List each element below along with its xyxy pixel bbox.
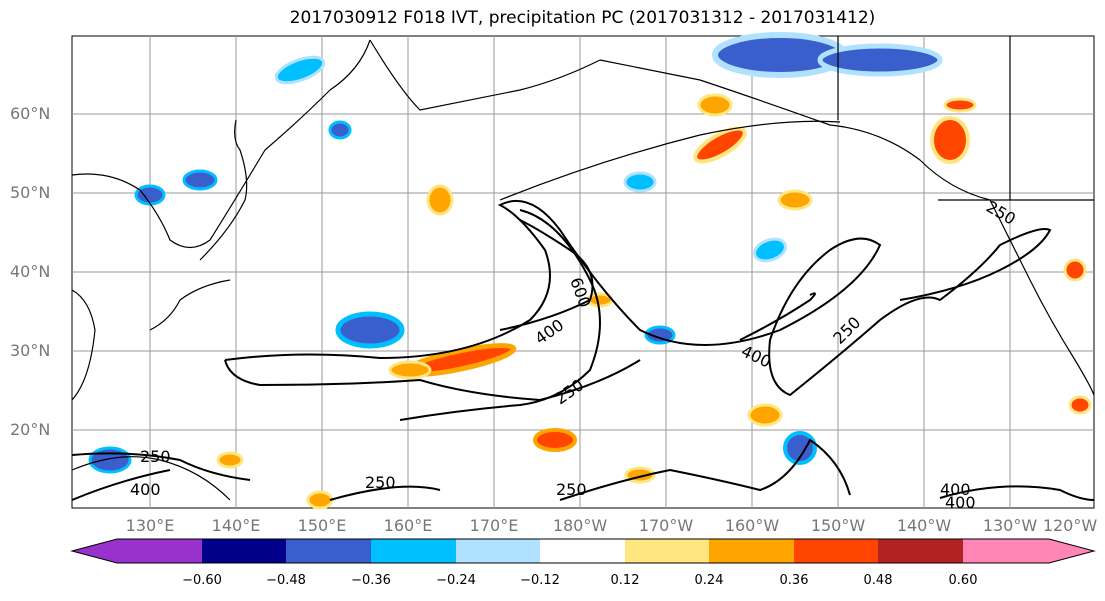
colorbar-tick-label: 0.60	[948, 573, 978, 588]
lat-label: 50°N	[10, 183, 51, 202]
coastlines	[71, 36, 1095, 501]
colorbar-bin	[202, 539, 286, 563]
lat-label: 20°N	[10, 420, 51, 439]
colorbar-bin	[540, 539, 625, 563]
colorbar-tick-label: −0.36	[351, 573, 391, 588]
lon-label: 170°W	[638, 516, 694, 535]
colorbar-tick-label: 0.12	[610, 573, 640, 588]
colorbar-bin	[625, 539, 709, 563]
contour-label: 400	[940, 480, 971, 499]
colorbar-bin	[963, 539, 1094, 563]
lon-label: 150°W	[810, 516, 866, 535]
lat-label: 40°N	[10, 262, 51, 281]
colorbar-tick-label: −0.48	[266, 573, 306, 588]
lat-label: 30°N	[10, 341, 51, 360]
lon-label: 130°W	[982, 516, 1038, 535]
colorbar-bin	[72, 539, 202, 563]
figure-title: 2017030912 F018 IVT, precipitation PC (2…	[289, 8, 876, 28]
contour-label: 400	[130, 480, 161, 499]
colorbar-outline	[70, 538, 1096, 564]
lon-label: 170°E	[469, 516, 519, 535]
colorbar-bin	[709, 539, 794, 563]
colorbar-tick-label: 0.48	[863, 573, 893, 588]
contour-label: 400	[945, 493, 976, 512]
colorbar-tick-label: −0.12	[520, 573, 560, 588]
colorbar-bin	[286, 539, 371, 563]
lon-label: 160°W	[724, 516, 780, 535]
lat-label: 60°N	[10, 104, 51, 123]
contour-label: 250	[556, 480, 587, 499]
lon-label: 160°E	[383, 516, 433, 535]
colorbar	[70, 538, 1096, 564]
colorbar-tick-label: −0.24	[436, 573, 476, 588]
lon-label: 120°W	[1042, 516, 1098, 535]
lon-label: 140°E	[211, 516, 261, 535]
colorbar-tick-label: −0.60	[182, 573, 222, 588]
colorbar-bin	[878, 539, 963, 563]
colorbar-tick-label: 0.24	[694, 573, 724, 588]
ivt-contours	[71, 200, 1095, 501]
contour-label: 250	[365, 473, 396, 492]
lon-label: 140°W	[896, 516, 952, 535]
colorbar-bin	[371, 539, 456, 563]
colorbar-bin	[794, 539, 878, 563]
contour-label: 250	[140, 447, 171, 466]
precip-patches	[88, 32, 1092, 510]
lon-label: 150°E	[297, 516, 347, 535]
colorbar-bin	[456, 539, 540, 563]
lon-label: 130°E	[125, 516, 175, 535]
lon-label: 180°W	[552, 516, 608, 535]
colorbar-tick-label: 0.36	[779, 573, 809, 588]
